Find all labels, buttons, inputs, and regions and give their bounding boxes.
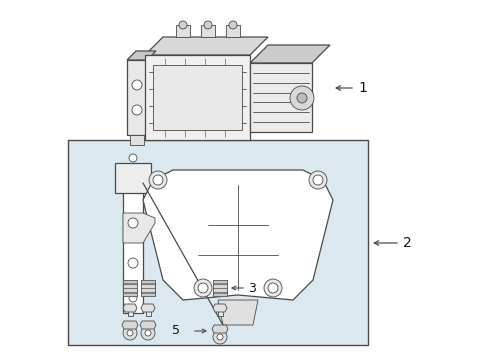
Circle shape bbox=[213, 330, 227, 344]
Circle shape bbox=[123, 326, 137, 340]
Circle shape bbox=[229, 21, 237, 29]
Bar bbox=[213, 280, 227, 283]
Circle shape bbox=[149, 171, 167, 189]
Polygon shape bbox=[143, 170, 333, 300]
Circle shape bbox=[204, 21, 212, 29]
Circle shape bbox=[290, 86, 314, 110]
Polygon shape bbox=[145, 55, 250, 140]
Circle shape bbox=[179, 21, 187, 29]
Text: 5: 5 bbox=[172, 324, 180, 338]
Circle shape bbox=[141, 326, 155, 340]
Polygon shape bbox=[218, 300, 258, 325]
Polygon shape bbox=[130, 135, 144, 145]
Circle shape bbox=[127, 330, 133, 336]
Circle shape bbox=[145, 330, 151, 336]
Circle shape bbox=[217, 334, 223, 340]
Polygon shape bbox=[153, 65, 242, 130]
Polygon shape bbox=[143, 214, 243, 228]
Bar bbox=[123, 280, 137, 283]
Polygon shape bbox=[123, 304, 137, 312]
Polygon shape bbox=[213, 280, 227, 296]
Bar bbox=[218, 308, 223, 316]
Circle shape bbox=[128, 258, 138, 268]
Polygon shape bbox=[122, 321, 138, 329]
Circle shape bbox=[129, 154, 137, 162]
Bar bbox=[213, 293, 227, 296]
Circle shape bbox=[198, 283, 208, 293]
Bar bbox=[128, 308, 133, 316]
Polygon shape bbox=[127, 60, 147, 135]
Bar bbox=[123, 293, 137, 296]
Polygon shape bbox=[213, 304, 227, 312]
Circle shape bbox=[313, 175, 323, 185]
Polygon shape bbox=[250, 63, 312, 132]
Polygon shape bbox=[140, 321, 156, 329]
Polygon shape bbox=[176, 25, 190, 37]
Polygon shape bbox=[250, 45, 330, 63]
Polygon shape bbox=[141, 304, 155, 312]
Circle shape bbox=[194, 279, 212, 297]
Polygon shape bbox=[201, 25, 215, 37]
Polygon shape bbox=[226, 25, 240, 37]
Circle shape bbox=[153, 175, 163, 185]
Polygon shape bbox=[115, 163, 151, 193]
Text: 2: 2 bbox=[403, 236, 412, 250]
Bar bbox=[141, 293, 155, 296]
Polygon shape bbox=[212, 325, 228, 333]
Bar bbox=[146, 308, 151, 316]
Polygon shape bbox=[127, 51, 156, 60]
Text: 1: 1 bbox=[358, 81, 367, 95]
Circle shape bbox=[128, 218, 138, 228]
Polygon shape bbox=[123, 213, 155, 243]
Polygon shape bbox=[123, 173, 143, 313]
Circle shape bbox=[264, 279, 282, 297]
Circle shape bbox=[132, 80, 142, 90]
Bar bbox=[141, 280, 155, 283]
Circle shape bbox=[268, 283, 278, 293]
Circle shape bbox=[297, 93, 307, 103]
Bar bbox=[68, 140, 368, 345]
Polygon shape bbox=[123, 280, 137, 296]
Circle shape bbox=[129, 294, 137, 302]
Polygon shape bbox=[145, 37, 268, 55]
Circle shape bbox=[309, 171, 327, 189]
Text: 3: 3 bbox=[248, 282, 256, 294]
Circle shape bbox=[132, 105, 142, 115]
Text: 4: 4 bbox=[248, 302, 256, 315]
Polygon shape bbox=[141, 280, 155, 296]
